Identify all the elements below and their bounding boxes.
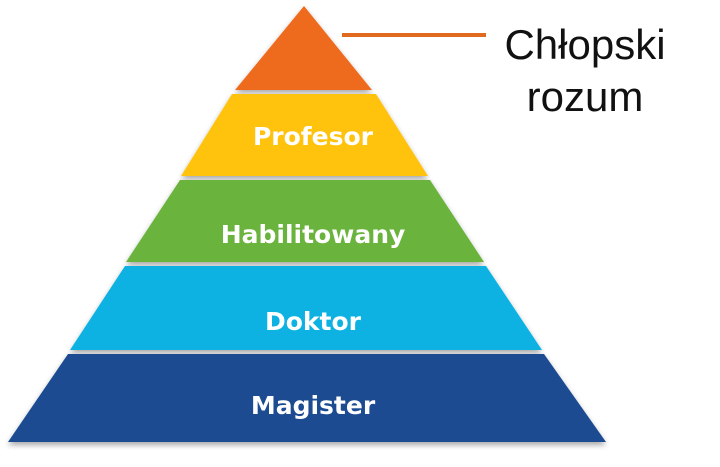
callout-label: Chłopski rozum — [504, 21, 665, 120]
callout-line-2: rozum — [527, 73, 644, 120]
tier-shape-magister — [8, 354, 606, 442]
tier-shape-apex — [235, 6, 372, 90]
pyramid-tier-habilitowany: Habilitowany — [126, 180, 484, 262]
pyramid-tier-profesor: Profesor — [181, 94, 428, 176]
callout-line-1: Chłopski — [504, 21, 665, 68]
pyramid-tier-magister: Magister — [8, 354, 606, 442]
tier-label-doktor: Doktor — [265, 307, 362, 336]
tier-shape-habilitowany — [126, 180, 484, 262]
tier-label-magister: Magister — [251, 391, 376, 420]
pyramid-tier-apex — [235, 6, 372, 90]
tier-shape-doktor — [70, 266, 542, 350]
tier-label-profesor: Profesor — [253, 122, 374, 151]
pyramid-tier-doktor: Doktor — [70, 266, 542, 350]
tier-shape-profesor — [181, 94, 428, 176]
tier-label-habilitowany: Habilitowany — [221, 220, 406, 249]
